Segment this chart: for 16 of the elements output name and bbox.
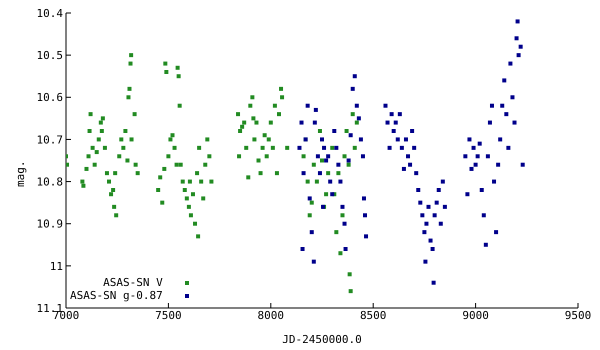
x-axis-title: JD-2450000.0 <box>282 333 362 346</box>
x-tick-label: 7500 <box>155 308 182 322</box>
x-tick-label: 9000 <box>462 308 489 322</box>
legend-label: ASAS-SN g-0.87 <box>70 289 163 302</box>
legend-label: ASAS-SN V <box>103 276 163 289</box>
y-tick-label: 11 <box>50 260 63 273</box>
x-tick-label: 9500 <box>564 308 592 322</box>
y-tick-label: 10.7 <box>36 133 63 146</box>
y-tick-label: 10.9 <box>36 218 63 231</box>
y-axis-title: mag. <box>14 160 27 187</box>
y-tick-label: 10.8 <box>36 175 63 188</box>
x-tick-label: 8500 <box>360 308 386 322</box>
y-tick-label: 10.5 <box>36 49 63 62</box>
x-tick-label: 8000 <box>258 308 284 322</box>
y-tick-label: 10.4 <box>36 6 64 20</box>
y-tick-label: 10.6 <box>36 91 63 104</box>
